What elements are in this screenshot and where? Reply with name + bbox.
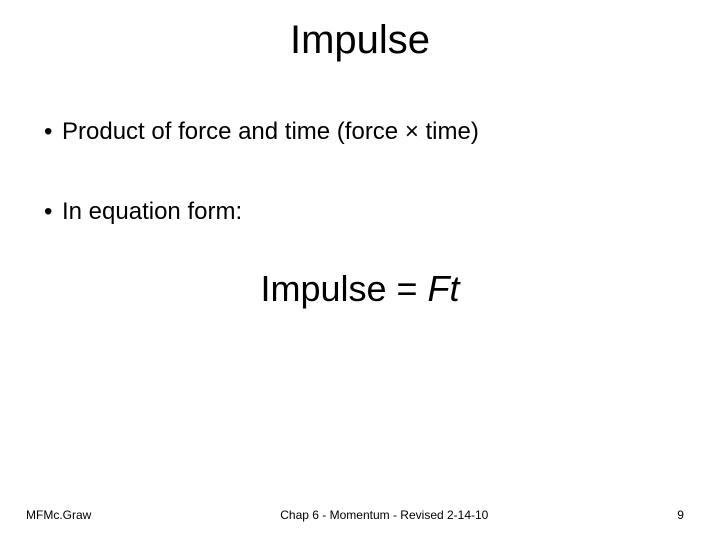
bullet-item: In equation form: [38, 198, 242, 226]
equation-lhs: Impulse = [260, 268, 427, 309]
bullet-item: Product of force and time (force × time) [38, 118, 479, 146]
slide: Impulse Product of force and time (force… [0, 0, 720, 540]
slide-title: Impulse [0, 18, 720, 63]
equation: Impulse = Ft [0, 268, 720, 310]
equation-rhs: Ft [428, 268, 460, 309]
footer-left: MFMc.Graw [26, 508, 91, 522]
footer: MFMc.Graw Chap 6 - Momentum - Revised 2-… [0, 508, 720, 522]
footer-right: 9 [677, 508, 684, 522]
footer-center: Chap 6 - Momentum - Revised 2-14-10 [280, 508, 488, 522]
